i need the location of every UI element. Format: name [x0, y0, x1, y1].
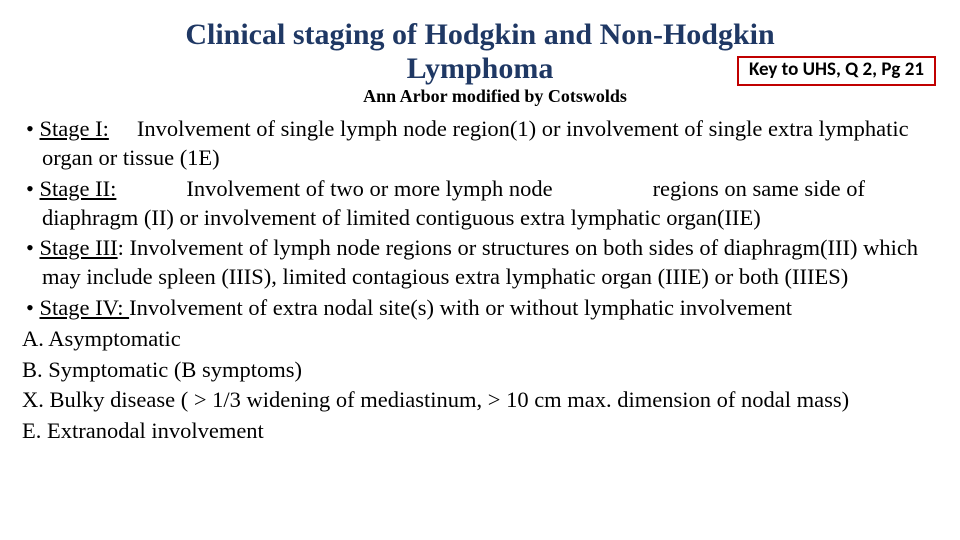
stage-3-line: Stage III: Involvement of lymph node reg…: [22, 234, 938, 292]
stage-1-label: Stage I:: [40, 116, 109, 141]
stage-3-label: Stage III: [40, 235, 118, 260]
suffix-e: E. Extranodal involvement: [22, 417, 938, 446]
slide-title: Clinical staging of Hodgkin and Non-Hodg…: [130, 18, 830, 85]
stage-4-text: Involvement of extra nodal site(s) with …: [129, 295, 792, 320]
stage-3-text: : Involvement of lymph node regions or s…: [42, 235, 918, 289]
suffix-x: X. Bulky disease ( > 1/3 widening of med…: [22, 386, 938, 415]
key-badge: Key to UHS, Q 2, Pg 21: [737, 56, 936, 86]
content-body: Stage I:Involvement of single lymph node…: [22, 115, 938, 446]
suffix-b: B. Symptomatic (B symptoms): [22, 356, 938, 385]
stage-2-line: Stage II: Involvement of two or more lymp…: [22, 175, 938, 233]
stage-2-text-a: Involvement of two or more lymph node: [186, 176, 552, 201]
stage-2-label: Stage II:: [40, 176, 117, 201]
stage-4-line: Stage IV: Involvement of extra nodal sit…: [22, 294, 938, 323]
stage-1-line: Stage I:Involvement of single lymph node…: [22, 115, 938, 173]
stage-1-text: Involvement of single lymph node region(…: [42, 116, 909, 170]
stage-4-label: Stage IV:: [40, 295, 130, 320]
suffix-a: A. Asymptomatic: [22, 325, 938, 354]
slide-subtitle: Ann Arbor modified by Cotswolds: [102, 86, 888, 107]
